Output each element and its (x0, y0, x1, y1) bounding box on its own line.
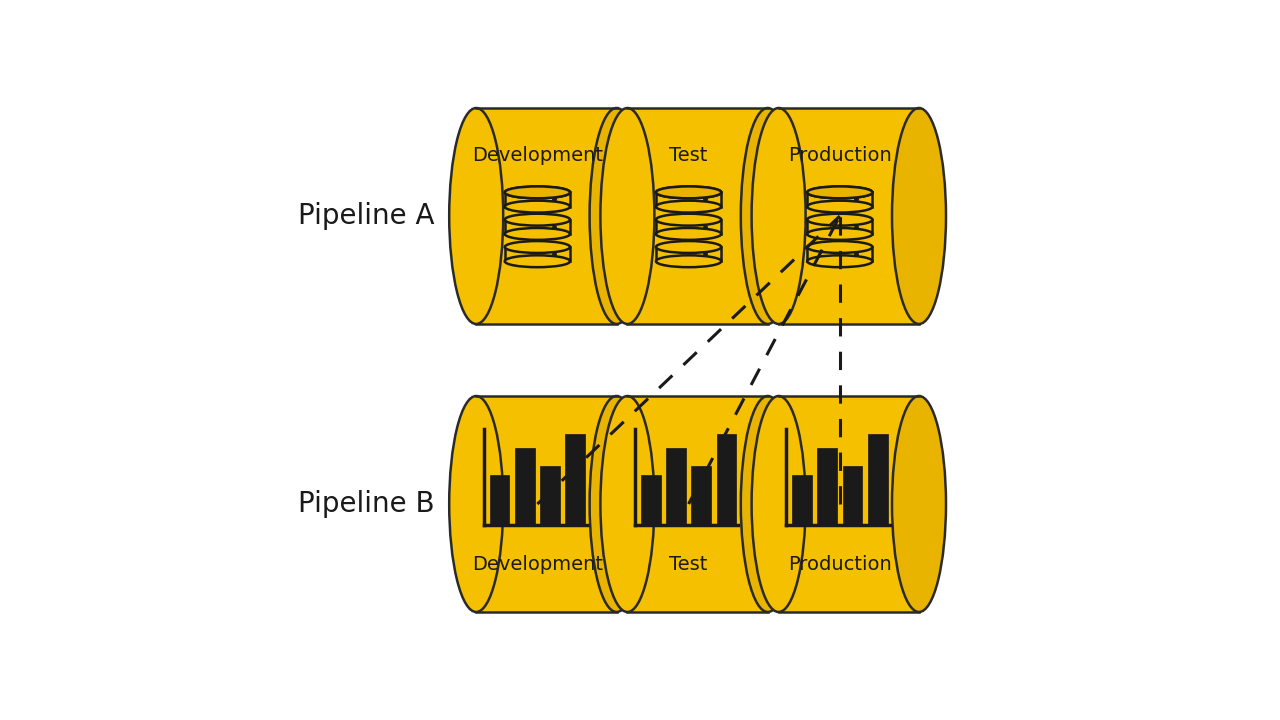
Text: Test: Test (669, 555, 708, 574)
Ellipse shape (655, 241, 721, 253)
Text: Development: Development (472, 146, 603, 165)
Text: Test: Test (669, 146, 708, 165)
Ellipse shape (655, 186, 721, 198)
Ellipse shape (504, 186, 570, 198)
Ellipse shape (655, 186, 721, 198)
Text: Pipeline A: Pipeline A (298, 202, 435, 230)
Polygon shape (655, 192, 721, 207)
Polygon shape (490, 475, 509, 525)
Polygon shape (655, 220, 721, 234)
Ellipse shape (600, 108, 654, 324)
Polygon shape (504, 220, 570, 234)
Ellipse shape (892, 108, 946, 324)
Ellipse shape (892, 396, 946, 612)
Text: Production: Production (788, 555, 892, 574)
Ellipse shape (655, 228, 721, 240)
Ellipse shape (504, 201, 570, 212)
Polygon shape (476, 108, 617, 324)
Polygon shape (808, 247, 873, 261)
Ellipse shape (504, 228, 570, 240)
Ellipse shape (808, 241, 873, 253)
Polygon shape (627, 108, 768, 324)
Ellipse shape (504, 241, 570, 253)
Ellipse shape (808, 256, 873, 267)
Polygon shape (808, 220, 873, 234)
Ellipse shape (808, 214, 873, 225)
Ellipse shape (504, 186, 570, 198)
Polygon shape (808, 192, 873, 207)
Ellipse shape (751, 108, 805, 324)
Ellipse shape (655, 214, 721, 225)
Polygon shape (818, 448, 837, 525)
Polygon shape (515, 448, 535, 525)
Polygon shape (778, 108, 919, 324)
Polygon shape (540, 466, 559, 525)
Ellipse shape (590, 108, 644, 324)
Polygon shape (778, 396, 919, 612)
Ellipse shape (655, 256, 721, 267)
Polygon shape (792, 475, 812, 525)
Ellipse shape (504, 256, 570, 267)
Polygon shape (691, 466, 712, 525)
Polygon shape (476, 396, 617, 612)
Polygon shape (566, 434, 585, 525)
Ellipse shape (808, 186, 873, 198)
Polygon shape (641, 475, 660, 525)
Text: Pipeline B: Pipeline B (298, 490, 435, 518)
Ellipse shape (449, 396, 503, 612)
Polygon shape (627, 396, 768, 612)
Ellipse shape (741, 396, 795, 612)
Polygon shape (666, 448, 686, 525)
Polygon shape (717, 434, 736, 525)
Ellipse shape (751, 396, 805, 612)
Ellipse shape (504, 214, 570, 225)
Ellipse shape (808, 228, 873, 240)
Ellipse shape (808, 201, 873, 212)
Ellipse shape (655, 201, 721, 212)
Text: Development: Development (472, 555, 603, 574)
Polygon shape (842, 466, 863, 525)
Polygon shape (504, 192, 570, 207)
Ellipse shape (808, 186, 873, 198)
Ellipse shape (600, 396, 654, 612)
Polygon shape (504, 247, 570, 261)
Polygon shape (655, 247, 721, 261)
Text: Production: Production (788, 146, 892, 165)
Ellipse shape (590, 396, 644, 612)
Polygon shape (868, 434, 887, 525)
Ellipse shape (741, 108, 795, 324)
Ellipse shape (449, 108, 503, 324)
